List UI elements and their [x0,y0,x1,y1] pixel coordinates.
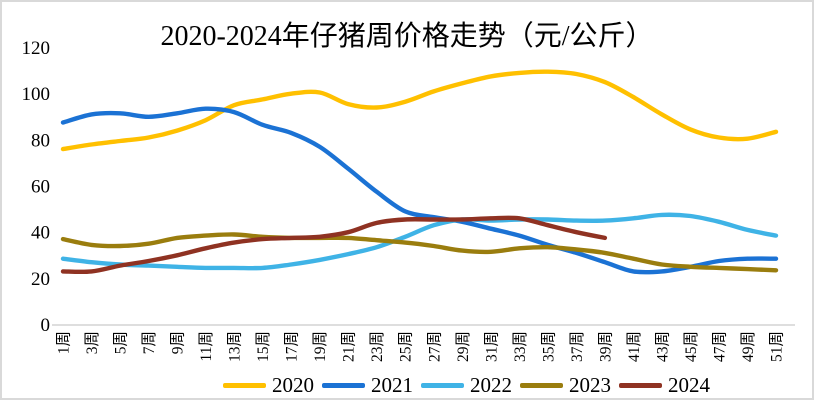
x-tick-label: 45周 [683,331,700,362]
x-tick-label: 41周 [626,331,643,362]
x-tick-label: 49周 [740,331,757,362]
y-tick-label: 100 [22,84,51,105]
legend-item-2022: 2022 [421,373,512,398]
series-line-2021 [60,106,779,275]
x-tick-label: 33周 [512,331,529,362]
chart-title: 2020-2024年仔猪周价格走势（元/公斤） [160,21,654,52]
legend-label: 2023 [569,373,611,397]
x-tick-label: 47周 [712,331,729,362]
series-line-2024 [60,215,608,275]
legend-item-2021: 2021 [322,373,413,398]
x-tick-label: 23周 [369,331,386,362]
legend-swatch [619,383,662,388]
x-tick-label: 51周 [769,331,786,362]
legend-item-2024: 2024 [619,373,710,398]
legend-label: 2020 [272,373,314,397]
legend-item-2020: 2020 [223,373,314,398]
x-tick-label: 35周 [540,331,557,362]
series-line-2023 [60,232,779,273]
x-tick-label: 5周 [113,331,130,354]
x-tick-label: 27周 [426,331,443,362]
legend-swatch [520,383,563,388]
series-line-2022 [60,212,779,271]
x-tick-label: 7周 [141,331,158,354]
x-tick-label: 39周 [597,331,614,362]
legend-label: 2024 [668,373,710,397]
x-tick-label: 15周 [255,331,272,362]
legend-item-2023: 2023 [520,373,611,398]
x-tick-label: 17周 [284,331,301,362]
x-tick-label: 29周 [455,331,472,362]
legend-swatch [421,383,464,388]
legend-label: 2021 [371,373,413,397]
y-tick-label: 120 [22,38,51,59]
legend-swatch [322,383,365,388]
x-tick-label: 21周 [341,331,358,362]
y-tick-label: 60 [31,177,50,198]
x-tick-label: 25周 [398,331,415,362]
x-tick-label: 43周 [654,331,671,362]
x-tick-label: 9周 [170,331,187,354]
series-line-2020 [60,69,779,152]
x-tick-label: 11周 [198,331,215,361]
y-tick-label: 20 [31,269,50,290]
legend-swatch [223,383,266,388]
x-tick-label: 13周 [227,331,244,362]
y-tick-label: 0 [41,315,51,336]
x-tick-label: 31周 [483,331,500,362]
x-tick-label: 3周 [84,331,101,354]
x-tick-label: 1周 [56,331,73,354]
x-tick-label: 19周 [312,331,329,362]
x-tick-label: 37周 [569,331,586,362]
y-tick-label: 40 [31,223,50,244]
y-tick-label: 80 [31,130,50,151]
legend-label: 2022 [470,373,512,397]
legend: 2020 2021 2022 2023 2024 [223,373,710,398]
